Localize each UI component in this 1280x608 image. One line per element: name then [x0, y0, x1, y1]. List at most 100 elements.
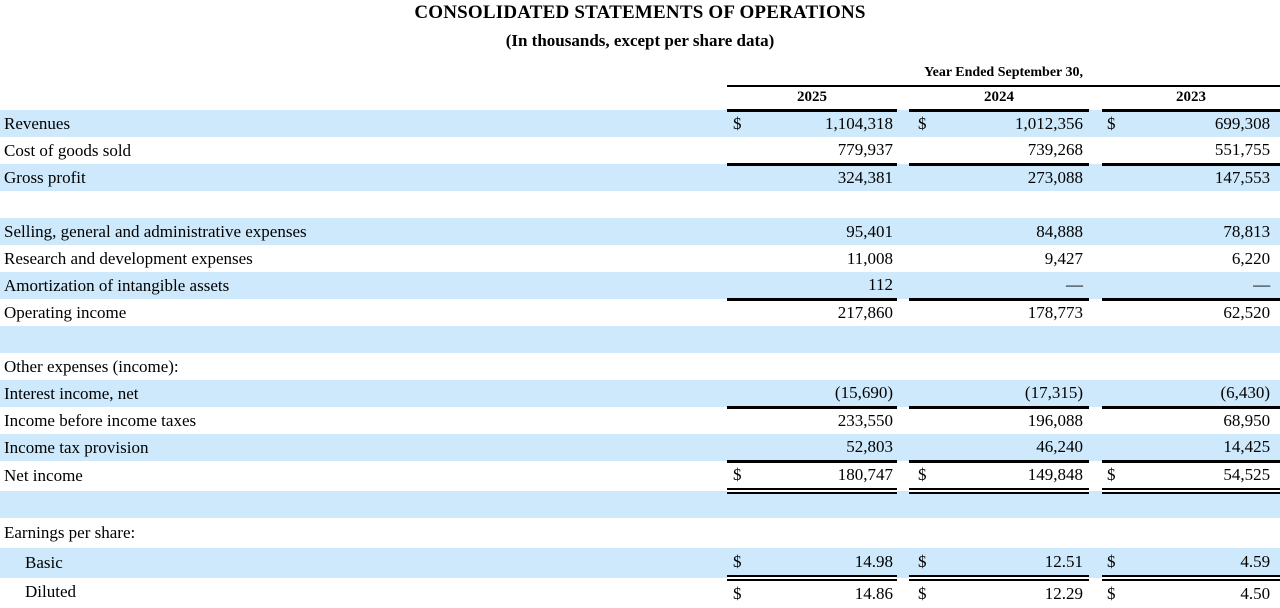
column-gap [897, 380, 909, 407]
table-row-other-expenses-heading: Other expenses (income): [0, 353, 1280, 380]
table-row-sga-expenses: Selling, general and administrative expe… [0, 218, 1280, 245]
dollar-cell [727, 218, 749, 245]
cell-value: 68,950 [1223, 411, 1271, 431]
cell-value: 149,848 [933, 461, 1089, 494]
cell-value: 12.29 [1044, 583, 1083, 603]
dollar-cell [727, 380, 749, 409]
cell-value: (15,690) [749, 380, 897, 409]
table-row-eps-heading: Earnings per share: [0, 518, 1280, 548]
row-label: Other expenses (income): [4, 356, 179, 376]
table-row-revenues: Revenues $ 1,104,318 $ 1,012,356 $ 699,3… [0, 110, 1280, 137]
cell-value: 52,803 [749, 434, 897, 463]
cell-value: 112 [749, 272, 897, 301]
row-label: Cost of goods sold [4, 140, 132, 160]
column-gap [1089, 137, 1102, 164]
dollar-cell [727, 245, 749, 272]
dollar-cell [1102, 245, 1126, 272]
dollar-cell [1102, 407, 1126, 434]
column-gap [897, 164, 909, 191]
row-label: Income tax provision [0, 434, 727, 461]
header-spacer [0, 60, 727, 86]
cell-value: 1,012,356 [933, 110, 1089, 137]
column-gap [1089, 299, 1102, 326]
cell-value: 62,520 [1223, 303, 1271, 323]
table-row-interest-income: Interest income, net (15,690) (17,315) (… [0, 380, 1280, 409]
row-label: Interest income, net [0, 380, 727, 407]
cell-value: 84,888 [933, 218, 1089, 245]
period-header-row: Year Ended September 30, [0, 60, 1280, 87]
cell-value: 147,553 [1126, 164, 1280, 191]
dollar-cell [909, 137, 933, 166]
column-gap [897, 578, 909, 606]
table-row-cost-of-goods-sold: Cost of goods sold 779,937 739,268 551,7… [0, 137, 1280, 166]
dollar-cell [1102, 137, 1126, 166]
table-row-gross-profit: Gross profit 324,381 273,088 147,553 [0, 164, 1280, 191]
column-gap [1089, 110, 1102, 137]
dollar-sign: $ [1102, 461, 1126, 494]
column-gap [1089, 578, 1102, 606]
column-gap [897, 86, 909, 110]
row-label: Diluted [25, 582, 76, 601]
dollar-sign: $ [909, 548, 933, 581]
row-label: Research and development expenses [4, 248, 253, 268]
column-gap [897, 461, 909, 491]
table-row-eps-diluted: Diluted $ 14.86 $ 12.29 $ 4.50 [0, 578, 1280, 606]
dollar-cell [727, 137, 749, 166]
cell-value: 14.86 [854, 583, 893, 603]
cell-value: 178,773 [1027, 303, 1083, 323]
table-row-operating-income: Operating income 217,860 178,773 62,520 [0, 299, 1280, 326]
column-gap [1089, 218, 1102, 245]
dollar-sign: $ [1102, 110, 1126, 137]
column-gap [897, 548, 909, 578]
cell-value: 46,240 [933, 434, 1089, 463]
cell-value: 14.98 [749, 548, 897, 581]
dollar-sign: $ [1107, 583, 1116, 603]
dollar-cell [727, 434, 749, 463]
year-column-2023: 2023 [1102, 86, 1280, 112]
dollar-cell [909, 164, 933, 191]
column-gap [897, 137, 909, 164]
year-header-row: 2025 2024 2023 [0, 86, 1280, 112]
dollar-sign: $ [909, 461, 933, 494]
cell-value: 9,427 [1044, 248, 1083, 268]
year-column-2025: 2025 [727, 86, 897, 112]
column-gap [897, 272, 909, 299]
dollar-cell [727, 299, 749, 326]
cell-value: 699,308 [1126, 110, 1280, 137]
dollar-sign: $ [918, 583, 927, 603]
column-gap [1089, 380, 1102, 407]
cell-value: 180,747 [749, 461, 897, 494]
dollar-sign: $ [1102, 548, 1126, 581]
page-title: CONSOLIDATED STATEMENTS OF OPERATIONS [414, 2, 866, 23]
cell-value: 324,381 [749, 164, 897, 191]
dollar-cell [909, 272, 933, 301]
column-gap [1089, 461, 1102, 491]
column-gap [1089, 548, 1102, 578]
table-row-rd-expenses: Research and development expenses 11,008… [0, 245, 1280, 272]
dollar-cell [727, 272, 749, 301]
spacer-row [0, 491, 1280, 518]
row-label: Basic [0, 548, 727, 578]
dollar-sign: $ [909, 110, 933, 137]
year-column-2024: 2024 [909, 86, 1089, 112]
column-gap [1089, 164, 1102, 191]
statements-of-operations-table: Year Ended September 30, 2025 2024 2023 … [0, 60, 1280, 606]
column-gap [897, 434, 909, 461]
spacer-row [0, 326, 1280, 353]
cell-value: 4.59 [1126, 548, 1280, 581]
cell-value: 11,008 [846, 248, 893, 268]
dollar-cell [1102, 164, 1126, 191]
cell-value: 779,937 [749, 137, 897, 166]
dollar-cell [1102, 218, 1126, 245]
table-row-income-tax-provision: Income tax provision 52,803 46,240 14,42… [0, 434, 1280, 463]
row-label: Amortization of intangible assets [0, 272, 727, 299]
column-gap [1089, 407, 1102, 434]
header-spacer [0, 86, 727, 110]
column-gap [897, 299, 909, 326]
dollar-cell [909, 380, 933, 409]
cell-value: 273,088 [933, 164, 1089, 191]
cell-value: 12.51 [933, 548, 1089, 581]
column-gap [897, 245, 909, 272]
dollar-cell [909, 434, 933, 463]
cell-value: 4.50 [1240, 583, 1271, 603]
